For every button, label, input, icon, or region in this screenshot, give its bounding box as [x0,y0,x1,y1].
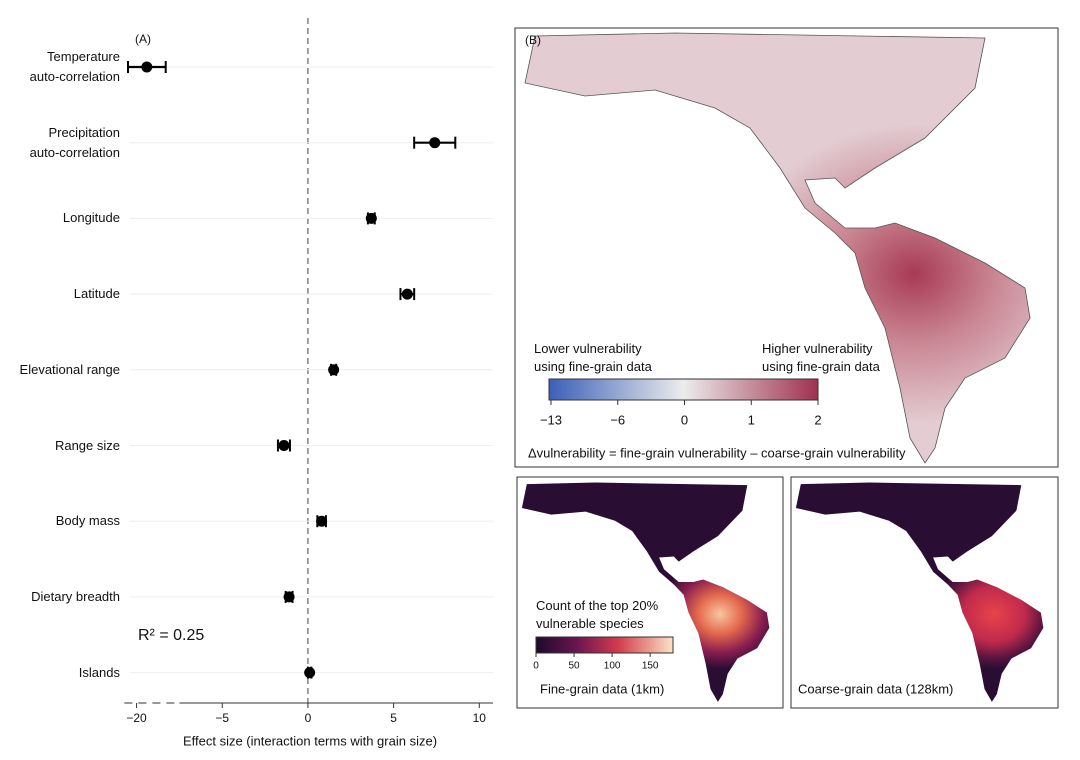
panel-label: (B) [525,33,541,47]
colorbar-tick-label: 50 [568,661,580,672]
point [429,137,441,149]
point [283,591,295,603]
colorbar [548,378,819,401]
colorbar [535,636,674,654]
y-tick-label: Elevational range [19,361,120,377]
colorbar-tick-label: 2 [814,412,821,427]
y-tick-label: Longitude [62,210,120,226]
y-tick-label: Range size [54,437,120,453]
x-tick-label: −5 [215,711,229,725]
point [278,440,290,451]
colorbar-tick-label: 0 [533,661,539,672]
y-tick-label: Dietary breadth [31,588,120,604]
panel-caption: Coarse-grain data (128km) [798,681,953,696]
x-tick-label: 5 [390,711,397,725]
colorbar-tick-label: 100 [604,661,621,672]
y-tick-label: Latitude [73,286,120,302]
colorbar-tick-label: −13 [540,412,562,427]
x-tick-label: 0 [305,711,312,725]
point [328,364,340,376]
x-tick-label: 10 [473,711,487,725]
legend-text: Lower vulnerability using fine-grain dat… [534,341,652,374]
colorbar-title: Count of the top 20% vulnerable species [536,598,659,631]
legend-text: Higher vulnerability using fine-grain da… [762,341,880,374]
point [141,61,153,73]
point [365,212,377,224]
point [316,515,328,527]
colorbar-tick-label: 150 [642,661,659,672]
annotation: R² = 0.25 [138,627,204,644]
point [304,667,316,679]
x-tick-label: −20 [126,711,147,725]
x-axis-title: Effect size (interaction terms with grai… [183,733,437,748]
colorbar-tick-label: −6 [610,412,625,427]
panel-label: (A) [135,32,151,46]
point [401,288,413,300]
panel-caption: Fine-grain data (1km) [540,681,664,696]
y-tick-label: Temperature auto-correlation [29,49,120,84]
y-tick-label: Body mass [55,513,120,529]
caption: Δvulnerability = fine-grain vulnerabilit… [528,445,906,460]
y-tick-label: Precipitation auto-correlation [29,124,120,160]
colorbar-tick-label: 1 [748,412,755,427]
colorbar-tick-label: 0 [681,412,688,427]
y-tick-label: Islands [78,664,120,680]
